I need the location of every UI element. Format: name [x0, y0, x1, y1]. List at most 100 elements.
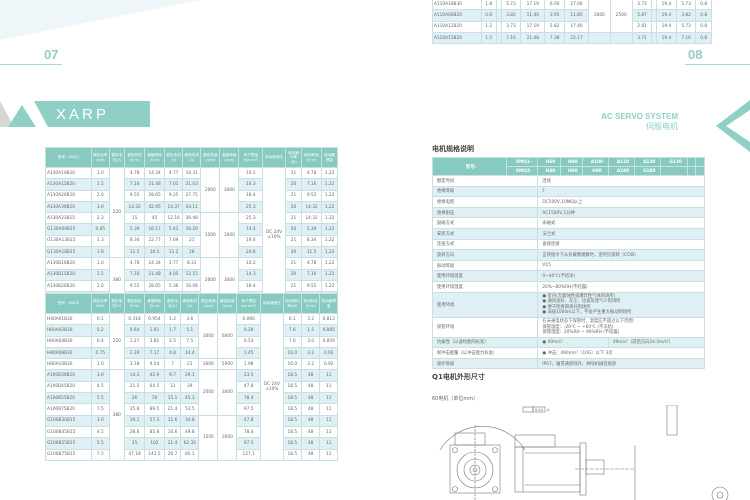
- table-cell: 380: [108, 369, 126, 461]
- table-cell: 0.8: [695, 9, 712, 22]
- table-cell: 5.39: [124, 223, 146, 236]
- model-cell: A130B20B20: [45, 279, 92, 293]
- spec-row: 额定时间 连续: [431, 175, 705, 187]
- spec-key: 保管环境: [431, 316, 539, 338]
- table-cell: 4.78: [301, 166, 323, 180]
- table-cell: 2.3: [91, 212, 110, 225]
- table-cell: 14.32: [124, 200, 146, 214]
- table-cell: 8.34: [124, 234, 146, 248]
- table-row: A130B20B20 2.0 9.55 28.65 5.36 16.08 18.4 21 9.5…: [45, 279, 338, 293]
- spec-key: 使用环境湿度: [431, 280, 539, 293]
- spec-value: DC500V,10MΩ以上: [537, 196, 705, 208]
- table-cell: 0.28: [236, 324, 262, 337]
- table-cell: 1.22: [321, 223, 338, 236]
- table-cell: 19.4: [656, 20, 677, 33]
- table-cell: 1.2: [480, 20, 497, 33]
- section-title: Q1电机外形尺寸: [432, 373, 485, 381]
- table-cell: 29.1: [180, 369, 200, 382]
- column-header: 制动转矩(N·m): [300, 293, 321, 314]
- spec-row: 绝缘耐压 AC1500V,1分钟: [431, 206, 705, 219]
- table-cell: 1.27: [124, 335, 145, 348]
- table-cell: 26.7: [163, 448, 182, 461]
- model-cell: A100B30B20: [45, 369, 92, 382]
- table-cell: 1.22: [321, 257, 338, 270]
- table-cell: 3.73: [631, 0, 653, 11]
- spec-key: 安装方式: [431, 227, 539, 240]
- table-cell: 0.885: [319, 324, 338, 337]
- spec-row: 保护等级 IP67，轴贯通部除外，并除机械连接部: [431, 357, 705, 370]
- model-cell: A130A10B20: [45, 166, 92, 180]
- right-page: A110A18B30 1.8 5.73 17.19 6.00 27.06 2000 2500 3…: [375, 0, 750, 500]
- table-cell: 1.0: [91, 257, 110, 270]
- model-header-row: 型号: XMQ1- H60 H80 A100 A110 A130 G130: [432, 157, 705, 176]
- table-cell: 7.69: [164, 234, 184, 248]
- table-cell: 18.4: [238, 279, 264, 293]
- model-cell: G130A09B15: [45, 223, 92, 236]
- header-row: 型号：XMQ2 额定功率(kW) 额定电压(V) 额定转矩(N·m) 峰值转矩(N·m)…: [45, 293, 338, 314]
- table-cell: 4.77: [164, 166, 184, 180]
- column-header: 型号：XMQ1: [45, 147, 92, 168]
- table-cell: 1500: [200, 212, 221, 259]
- table-cell: 3.95: [544, 9, 566, 22]
- table-row: A110A12B20 1.2 3.73 17.19 5.82 17.46 2.81 19.4 5…: [432, 20, 712, 33]
- table-row: G100B45B15 4.5 28.6 85.8 16.6 49.8 78.4 18.5 48 1…: [45, 425, 338, 439]
- table-cell: 14.3: [238, 268, 264, 281]
- table-cell: 2.0: [91, 189, 110, 202]
- table-cell: 89.5: [143, 403, 165, 416]
- table-row: G100B30B15 3.0 19.1 57.3 11.6 34.8 1500 3000 47.…: [45, 414, 338, 461]
- table-cell: 22.17: [564, 31, 589, 45]
- table-cell: 18.5: [282, 403, 302, 416]
- table-cell: 7.5: [180, 335, 200, 348]
- column-header: 峰值转矩(N·m): [144, 147, 166, 168]
- model-code: H40: [537, 166, 561, 176]
- table-cell: 21: [284, 257, 303, 270]
- table-cell: 2000: [198, 369, 219, 416]
- table-cell: 7.16: [675, 31, 697, 45]
- spec-value: 永磁式: [537, 217, 705, 229]
- table-row: A130B15B20 1.5 7.16 21.48 4.05 12.15 14.3 20 7.1…: [45, 268, 338, 281]
- table-cell: 1.22: [321, 200, 338, 214]
- table-cell: 7.6: [282, 335, 302, 348]
- table-cell: 14.32: [301, 212, 323, 225]
- table-cell: 3000: [217, 414, 238, 461]
- table-row: G130A18B15 1.8 11.5 34.5 11.2 28 24.8 20 11.5 1.2…: [45, 246, 338, 259]
- column-header: 额定转速(rpm): [198, 293, 219, 314]
- table-cell: 2500: [609, 0, 633, 33]
- table-cell: 3.82: [675, 9, 697, 22]
- decor-shape: [34, 101, 150, 127]
- table-cell: 11: [319, 437, 338, 450]
- model-cell: A110A18B30: [432, 0, 482, 11]
- model-code: [686, 166, 697, 176]
- table-cell: 28.65: [144, 279, 166, 293]
- table-cell: 5.39: [301, 223, 323, 236]
- table-cell: 48: [300, 392, 321, 405]
- table-cell: 2.0: [91, 279, 110, 293]
- spec-value: 在未通电状态下保管时，温度应不超过以下范围： 保管温度：-20℃ ~ +60℃ (…: [537, 316, 705, 338]
- table-cell: 1.22: [321, 166, 338, 180]
- table-cell: 2000: [200, 166, 221, 214]
- table-cell: 48: [300, 437, 321, 450]
- table-cell: 28.65: [144, 189, 166, 202]
- table-cell: 10.2: [238, 257, 264, 270]
- table-cell: 3.0: [91, 414, 110, 427]
- table-cell: 11: [319, 369, 338, 382]
- table-cell: 14.34: [144, 166, 166, 180]
- table-cell: 0.856: [319, 335, 338, 348]
- table-cell: 0.8: [695, 31, 712, 45]
- table-cell: 20: [284, 246, 303, 259]
- table-cell: 24.8: [238, 246, 264, 259]
- table-cell: 16.20: [182, 223, 202, 236]
- table-cell: 1.5: [91, 178, 110, 191]
- table-row: G100B55B15 5.5 35 102 21.4 62.35 97.5 18.5 48 11: [45, 437, 338, 450]
- table-cell: 39: [180, 380, 200, 394]
- spec-line: ● 室内(无腐蚀性或爆炸性气体的场所): [542, 293, 616, 299]
- model-code: G130: [660, 157, 688, 167]
- table-row: A130A20B20 2.0 9.55 28.65 9.25 27.75 18.4 21 9.5…: [45, 189, 338, 202]
- page-number: 08: [688, 47, 703, 62]
- column-header: 转子惯量(kg·cm²): [236, 293, 262, 314]
- table-cell: 18.5: [282, 380, 302, 394]
- table-cell: 3.0: [300, 335, 321, 348]
- table-row: G100B75B15 7.5 47.18 141.5 26.7 80.1 127.1 18.5…: [45, 448, 338, 461]
- table-cell: 7.17: [143, 346, 165, 360]
- spec-table-xmq1: 型号：XMQ1 额定功率(kW) 额定电压(V) 额定转矩(N·m) 峰值转矩(N·m)…: [45, 147, 338, 304]
